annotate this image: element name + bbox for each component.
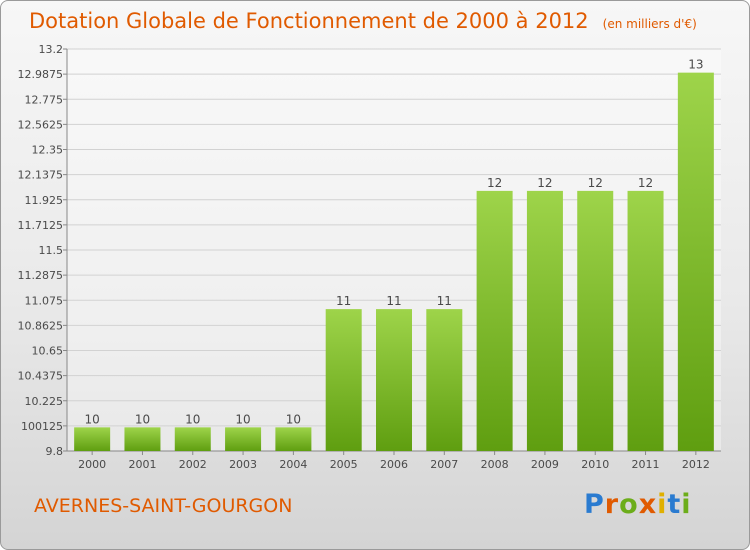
logo-letter: P xyxy=(584,489,605,520)
x-tick-label: 2005 xyxy=(330,458,358,471)
y-tick-label: 9.8 xyxy=(46,445,64,458)
x-tick-label: 2012 xyxy=(682,458,710,471)
data-label: 11 xyxy=(437,294,452,308)
chart-title: Dotation Globale de Fonctionnement de 20… xyxy=(29,9,697,33)
bar xyxy=(476,190,513,451)
x-tick-label: 2009 xyxy=(531,458,559,471)
bar xyxy=(376,309,412,451)
x-tick-label: 2010 xyxy=(581,458,609,471)
y-tick-label: 11.925 xyxy=(25,194,64,207)
proxiti-logo: Proxiti xyxy=(584,489,692,520)
chart-title-text: Dotation Globale de Fonctionnement de 20… xyxy=(29,9,589,33)
y-tick-label: 11.075 xyxy=(25,294,64,307)
x-tick-label: 2003 xyxy=(229,458,257,471)
bar xyxy=(225,427,262,451)
logo-letter: r xyxy=(604,489,620,520)
data-label: 13 xyxy=(688,58,703,72)
data-label: 11 xyxy=(386,294,401,308)
y-tick-label: 100125 xyxy=(21,420,63,433)
data-label: 11 xyxy=(336,294,351,308)
data-label: 10 xyxy=(235,412,250,426)
bar xyxy=(627,190,664,451)
bar xyxy=(74,427,111,451)
data-label: 10 xyxy=(135,412,150,426)
y-tick-label: 11.5 xyxy=(39,244,64,257)
logo-letter: o xyxy=(619,489,639,520)
y-tick-label: 12.35 xyxy=(32,144,64,157)
data-label: 10 xyxy=(85,412,100,426)
y-tick-label: 10.4375 xyxy=(18,370,64,383)
data-label: 12 xyxy=(588,176,603,190)
y-tick-label: 10.8625 xyxy=(18,319,64,332)
data-label: 12 xyxy=(487,176,502,190)
y-tick-label: 11.7125 xyxy=(18,219,64,232)
bar xyxy=(174,427,211,451)
y-tick-label: 12.775 xyxy=(25,93,64,106)
commune-name: AVERNES-SAINT-GOURGON xyxy=(34,495,293,517)
bar xyxy=(325,309,362,451)
data-label: 10 xyxy=(286,412,301,426)
y-tick-label: 12.9875 xyxy=(18,68,64,81)
x-tick-label: 2004 xyxy=(279,458,307,471)
logo-letter: x xyxy=(638,489,658,520)
data-label: 12 xyxy=(537,176,552,190)
bar xyxy=(677,72,714,451)
x-tick-label: 2002 xyxy=(179,458,207,471)
y-tick-label: 12.5625 xyxy=(18,118,64,131)
x-tick-label: 2000 xyxy=(78,458,106,471)
bar xyxy=(577,190,614,451)
x-tick-label: 2007 xyxy=(430,458,458,471)
logo-letter: i xyxy=(657,489,668,520)
y-tick-label: 13.2 xyxy=(39,43,64,56)
x-tick-label: 2008 xyxy=(481,458,509,471)
unit-label: (en milliers d'€) xyxy=(602,17,697,31)
bar xyxy=(426,309,463,451)
y-tick-label: 11.2875 xyxy=(18,269,64,282)
bar xyxy=(526,190,563,451)
data-label: 10 xyxy=(185,412,200,426)
y-tick-label: 10.225 xyxy=(25,395,64,408)
logo-letter: t xyxy=(667,489,682,520)
x-tick-label: 2001 xyxy=(128,458,156,471)
data-label: 12 xyxy=(638,176,653,190)
bar xyxy=(124,427,161,451)
logo-letter: i xyxy=(681,489,692,520)
x-tick-label: 2011 xyxy=(632,458,660,471)
y-tick-label: 12.1375 xyxy=(18,169,64,182)
y-tick-label: 10.65 xyxy=(32,345,64,358)
x-tick-label: 2006 xyxy=(380,458,408,471)
bar xyxy=(275,427,312,451)
